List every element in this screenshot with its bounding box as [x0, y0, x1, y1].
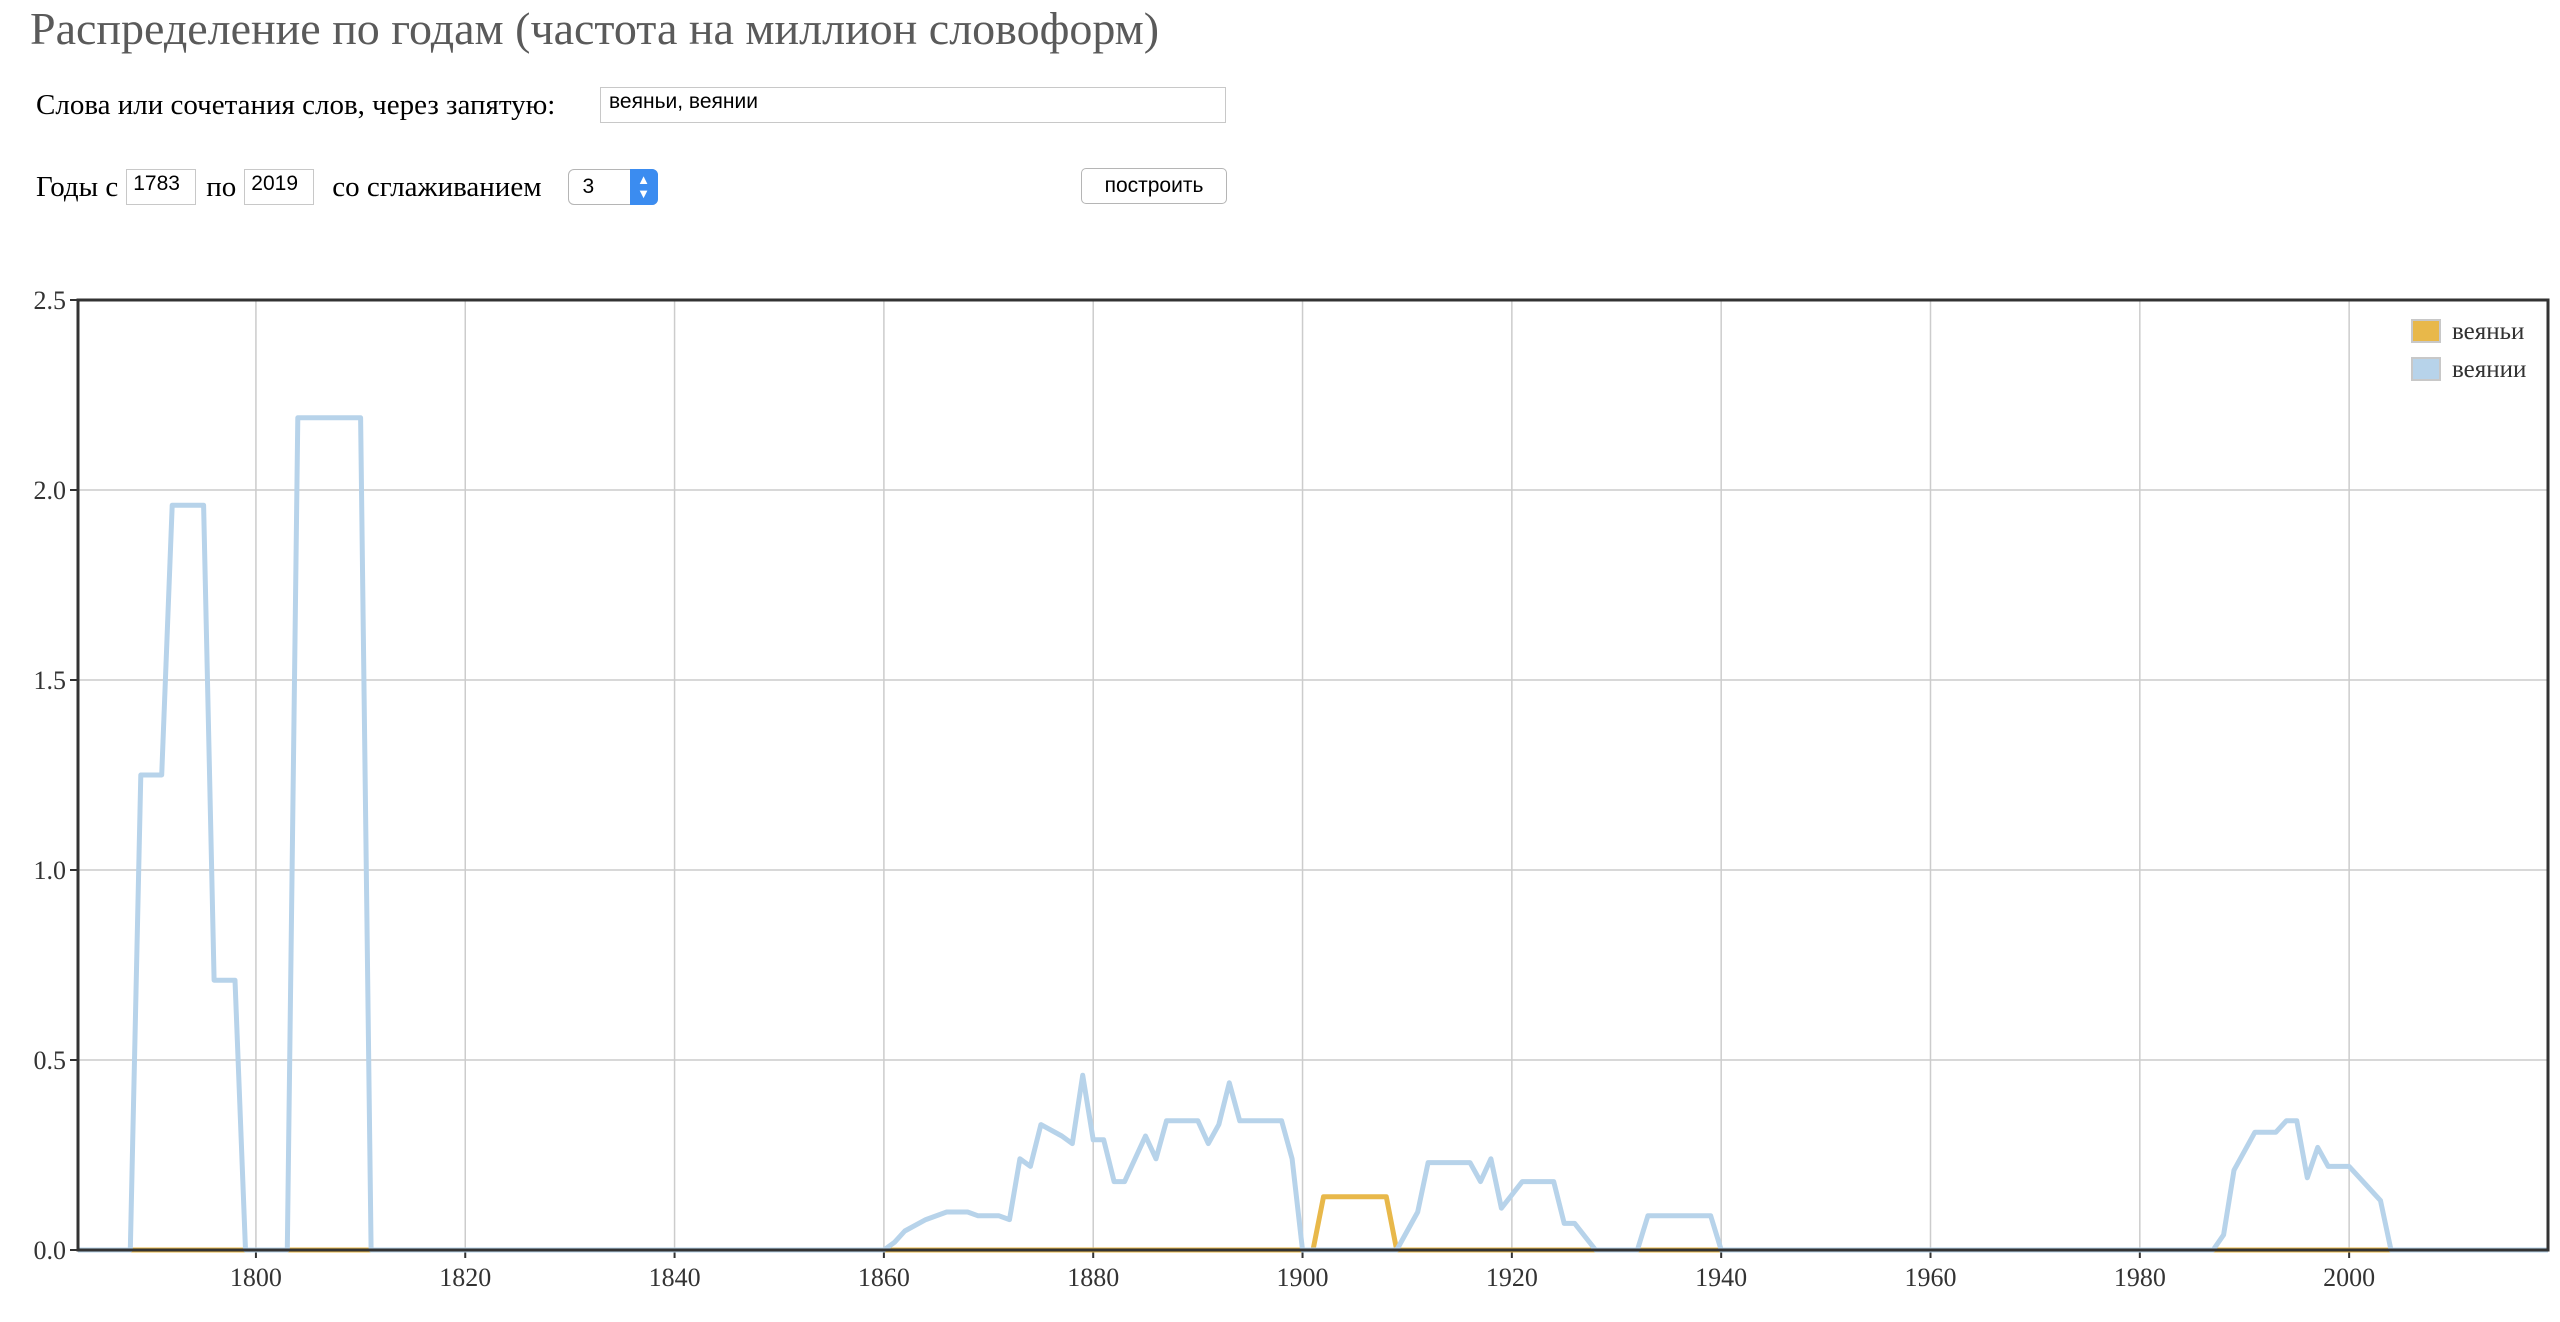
y-tick-label: 0.0 [34, 1236, 67, 1265]
words-input[interactable]: веяньи, веянии [600, 87, 1226, 123]
x-tick-label: 1880 [1067, 1263, 1119, 1292]
page-title: Распределение по годам (частота на милли… [30, 3, 1160, 54]
y-tick-label: 2.0 [34, 476, 67, 505]
x-tick-label: 1840 [649, 1263, 701, 1292]
series-lines [78, 415, 2548, 1253]
years-to-label: по [206, 170, 237, 203]
x-tick-label: 1940 [1695, 1263, 1747, 1292]
legend-swatch [2411, 357, 2441, 381]
axis-ticks: 1800 1820 1840 1860 1880 1900 1920 1940 1960 1980… [34, 286, 2376, 1292]
years-from-label: Годы с [36, 170, 119, 203]
smoothing-value: 3 [582, 175, 595, 198]
words-row: Слова или сочетания слов, через запятую: [36, 84, 555, 126]
smoothing-label: со сглаживанием [332, 170, 542, 203]
x-tick-label: 1860 [858, 1263, 910, 1292]
x-tick-label: 1980 [2114, 1263, 2166, 1292]
select-arrows-icon: ▲ ▼ [629, 169, 658, 205]
build-button[interactable]: построить [1081, 168, 1227, 204]
legend-label: веяньи [2452, 318, 2524, 345]
y-tick-label: 1.0 [34, 856, 67, 885]
legend-label: веянии [2452, 356, 2526, 383]
x-tick-label: 1820 [439, 1263, 491, 1292]
y-tick-label: 2.5 [34, 286, 67, 315]
years-row: Годы с 1783 по 2019 со сглаживанием 3 ▲ ▼ [36, 166, 658, 208]
x-tick-label: 2000 [2323, 1263, 2375, 1292]
words-label: Слова или сочетания слов, через запятую: [36, 88, 556, 121]
legend-swatch [2411, 319, 2441, 343]
y-tick-label: 0.5 [34, 1046, 67, 1075]
legend: веяньи веянии [2411, 318, 2526, 383]
series-line-1 [78, 415, 2548, 1253]
y-tick-label: 1.5 [34, 666, 67, 695]
x-tick-label: 1920 [1486, 1263, 1538, 1292]
smoothing-select[interactable]: 3 ▲ ▼ [567, 169, 658, 205]
x-tick-label: 1800 [230, 1263, 282, 1292]
x-tick-label: 1900 [1277, 1263, 1329, 1292]
frequency-chart: 1800 1820 1840 1860 1880 1900 1920 1940 1960 1980… [34, 286, 2550, 1292]
year-to-input[interactable]: 2019 [244, 169, 315, 205]
plot-frame [76, 298, 2550, 1252]
x-tick-label: 1960 [1905, 1263, 1957, 1292]
grid [78, 299, 2548, 1251]
series-line-0 [78, 1194, 2548, 1253]
year-from-input[interactable]: 1783 [126, 169, 197, 205]
